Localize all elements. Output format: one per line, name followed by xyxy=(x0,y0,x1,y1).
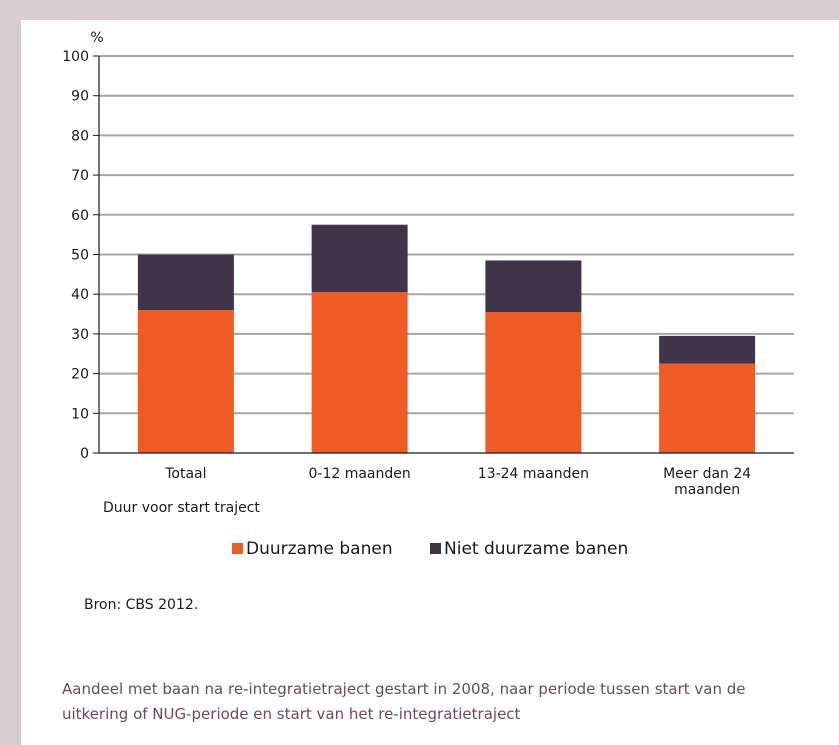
source-note: Bron: CBS 2012. xyxy=(84,597,199,613)
y-tick-label: 100 xyxy=(62,49,89,65)
stacked-bar-chart: 0 10 20 30 40 50 60 70 80 90 100% Totaal 0-12 maande… xyxy=(62,30,794,559)
y-tick-label: 60 xyxy=(71,208,89,224)
legend-swatch-niet-duurzame xyxy=(430,543,441,554)
x-tick-label: 13-24 maanden xyxy=(478,466,589,482)
legend-label-duurzame: Duurzame banen xyxy=(246,539,393,559)
bar-duurzame-banen xyxy=(485,312,582,453)
y-tick-label: 20 xyxy=(71,367,89,383)
y-tick-label: 10 xyxy=(71,406,89,422)
y-unit-label: % xyxy=(90,30,103,46)
y-tick-label: 70 xyxy=(71,168,89,184)
bar-niet-duurzame-banen xyxy=(659,335,756,364)
y-tick-label: 90 xyxy=(71,89,89,105)
x-tick-label: maanden xyxy=(674,482,740,498)
y-tick-label: 50 xyxy=(71,248,89,264)
bar-duurzame-banen xyxy=(659,363,756,453)
legend-label-niet-duurzame: Niet duurzame banen xyxy=(444,539,628,559)
y-tick-label: 40 xyxy=(71,287,89,303)
y-tick-label: 80 xyxy=(71,128,89,144)
bar-niet-duurzame-banen xyxy=(485,260,582,313)
x-axis-title: Duur voor start traject xyxy=(103,500,260,516)
bar-duurzame-banen xyxy=(137,310,234,453)
y-tick-label: 0 xyxy=(80,446,89,462)
bar-duurzame-banen xyxy=(311,292,408,453)
bar-niet-duurzame-banen xyxy=(311,224,408,293)
x-tick-label: Totaal xyxy=(164,466,206,482)
x-tick-label: 0-12 maanden xyxy=(308,466,410,482)
x-tick-label: Meer dan 24 xyxy=(663,466,751,482)
legend-swatch-duurzame xyxy=(232,543,243,554)
y-tick-label: 30 xyxy=(71,327,89,343)
chart-caption: Aandeel met baan na re-integratietraject… xyxy=(62,680,746,723)
bar-niet-duurzame-banen xyxy=(137,254,234,311)
